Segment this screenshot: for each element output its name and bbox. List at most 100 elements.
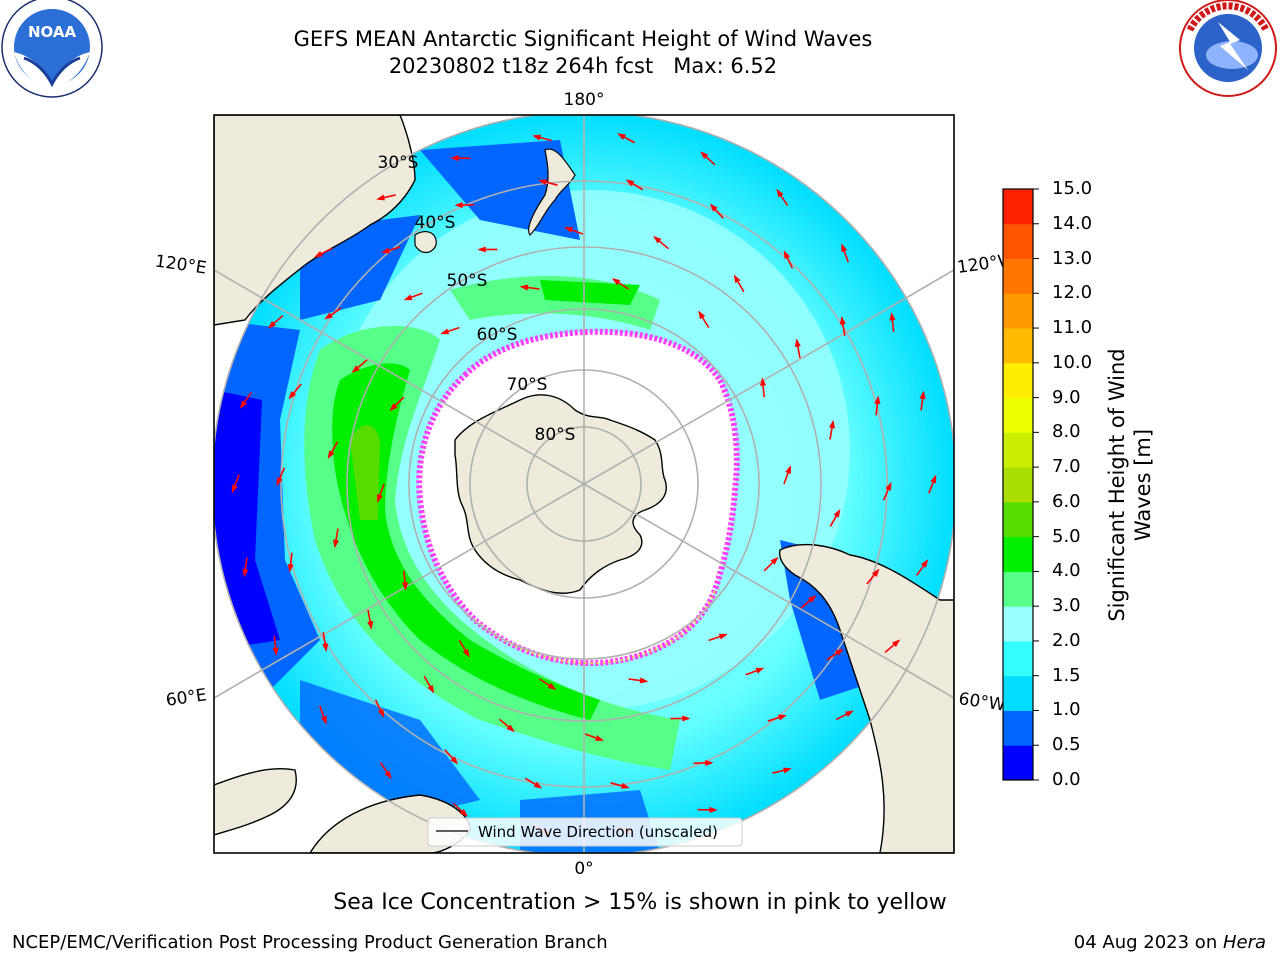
colorbar-label-line1: Significant Height of Wind: [1105, 348, 1129, 622]
wave-direction-arrowhead: [450, 155, 459, 162]
wave-direction-arrowhead: [920, 559, 929, 568]
wave-direction-arrowhead: [389, 403, 398, 412]
wave-direction-arrowhead: [401, 582, 408, 591]
wave-direction-arrowhead: [889, 311, 896, 321]
wave-direction-arrowhead: [625, 179, 635, 187]
wave-direction-arrowhead: [324, 312, 333, 320]
colorbar-segment: [1003, 675, 1033, 711]
wave-direction-arrowhead: [709, 806, 718, 813]
wave-direction-arrowhead: [459, 808, 468, 817]
wave-direction-arrowhead: [519, 284, 529, 291]
colorbar-segment: [1003, 606, 1033, 642]
nws-logo: [1179, 0, 1277, 97]
colorbar: [1002, 188, 1039, 781]
colorbar-segment: [1003, 501, 1033, 538]
wave-direction-arrowhead: [322, 643, 329, 652]
wave-direction-arrowhead: [376, 194, 385, 201]
wave-direction-arrowhead: [620, 782, 630, 789]
wave-direction-arrowhead: [440, 328, 450, 335]
wave-direction-arrowhead: [242, 568, 249, 578]
colorbar-segment: [1003, 362, 1033, 399]
map-legend: Wind Wave Direction (unscaled): [427, 817, 743, 847]
colorbar-tick-label: 8.0: [1052, 421, 1081, 443]
wave-direction-arrowhead: [698, 310, 706, 320]
lat-label-70s: 70°S: [507, 375, 548, 395]
colorbar-tick-label: 12.0: [1052, 282, 1093, 304]
wave-direction-arrowhead: [808, 595, 817, 603]
wave-direction-arrowhead: [367, 620, 374, 630]
map-frame: [213, 114, 955, 854]
wave-direction-arrowhead: [874, 395, 881, 405]
wave-direction-arrowhead: [700, 151, 709, 160]
graticule: [214, 115, 954, 853]
wave-direction-arrowhead: [381, 247, 390, 254]
wave-direction-arrowhead: [778, 714, 787, 721]
wave-direction-arrowhead: [891, 639, 901, 648]
colorbar-tick-label: 1.0: [1052, 699, 1081, 721]
colorbar-tick-label: 6.0: [1052, 490, 1081, 512]
wave-direction-arrowhead: [617, 133, 626, 140]
antarctica-land: [454, 394, 667, 594]
colorbar-label-line2: Waves [m]: [1131, 428, 1155, 542]
footer-date-text: 04 Aug 2023 on: [1073, 932, 1223, 953]
wave-direction-arrowhead: [709, 203, 718, 212]
footer-date: 04 Aug 2023 on Hera: [1074, 932, 1266, 953]
south-america-land: [778, 543, 954, 853]
colorbar-tick-label: 9.0: [1052, 386, 1081, 408]
wave-direction-arrowhead: [770, 556, 779, 565]
wave-direction-arrowhead: [930, 474, 937, 484]
wave-direction-arrowhead: [828, 419, 835, 429]
lon-label-60e: 60°E: [165, 685, 208, 710]
colorbar-segment: [1003, 745, 1033, 781]
wave-direction-arrowhead: [272, 647, 279, 657]
wave-direction-arrowhead: [639, 677, 649, 684]
colorbar-tick-label: 0.0: [1052, 769, 1081, 790]
colorbar-segment: [1003, 328, 1033, 364]
wave-direction-arrowhead: [755, 667, 765, 674]
wave-direction-arrowhead: [564, 227, 573, 233]
lat-label-80s: 80°S: [535, 425, 576, 445]
colorbar-segment: [1003, 467, 1033, 503]
lat-label-60s: 60°S: [477, 325, 518, 345]
colorbar-segment: [1003, 710, 1033, 746]
wave-direction-arrowhead: [845, 710, 854, 718]
colorbar-segment: [1003, 432, 1033, 468]
wave-direction-arrowhead: [403, 294, 413, 301]
wave-direction-arrowhead: [532, 134, 542, 141]
wave-direction-arrowhead: [231, 484, 238, 494]
wave-direction-arrowhead: [871, 568, 880, 577]
wave-direction-arrowhead: [733, 274, 741, 284]
colorbar-tick-label: 2.0: [1052, 629, 1081, 651]
footer-producer: NCEP/EMC/Verification Post Processing Pr…: [12, 932, 608, 953]
colorbar-tick-label: 5.0: [1052, 525, 1081, 547]
wave-direction-arrowhead: [885, 481, 892, 491]
colorbar-frame: [1002, 188, 1034, 781]
wave-direction-arrowhead: [611, 278, 621, 286]
wave-direction-arrowhead: [919, 390, 926, 400]
colorbar-tick-label: 4.0: [1052, 560, 1081, 582]
wave-direction-arrowhead: [288, 391, 297, 400]
colorbar-segment: [1003, 223, 1033, 260]
wave-direction-arrowhead: [718, 633, 728, 640]
colorbar-tick-label: 7.0: [1052, 456, 1081, 478]
wave-direction-arrowhead: [314, 250, 323, 258]
wave-direction-arrowhead: [427, 684, 435, 694]
lon-label-0: 0°: [574, 859, 593, 879]
africa-land: [214, 767, 297, 836]
lon-label-120e: 120°E: [154, 252, 208, 279]
colorbar-tick-label: 0.5: [1052, 734, 1081, 756]
wave-direction-arrowhead: [506, 724, 515, 733]
wave-direction-arrowhead: [682, 715, 691, 722]
wave-direction-arrowhead: [833, 508, 841, 518]
sea-ice-edge: [416, 328, 740, 667]
colorbar-tick-label: 1.5: [1052, 664, 1081, 686]
wave-direction-arrowhead: [547, 682, 557, 690]
colorbar-tick-label: 11.0: [1052, 317, 1093, 339]
wave-direction-arrowhead: [841, 243, 848, 253]
lat-label-30s: 30°S: [378, 153, 419, 173]
wave-direction-arrowhead: [785, 465, 791, 475]
wave-direction-arrowhead: [239, 400, 248, 409]
lon-label-60w: 60°W: [957, 689, 1006, 715]
lat-label-50s: 50°S: [447, 271, 488, 291]
noaa-logo-text: NOAA: [28, 23, 77, 41]
